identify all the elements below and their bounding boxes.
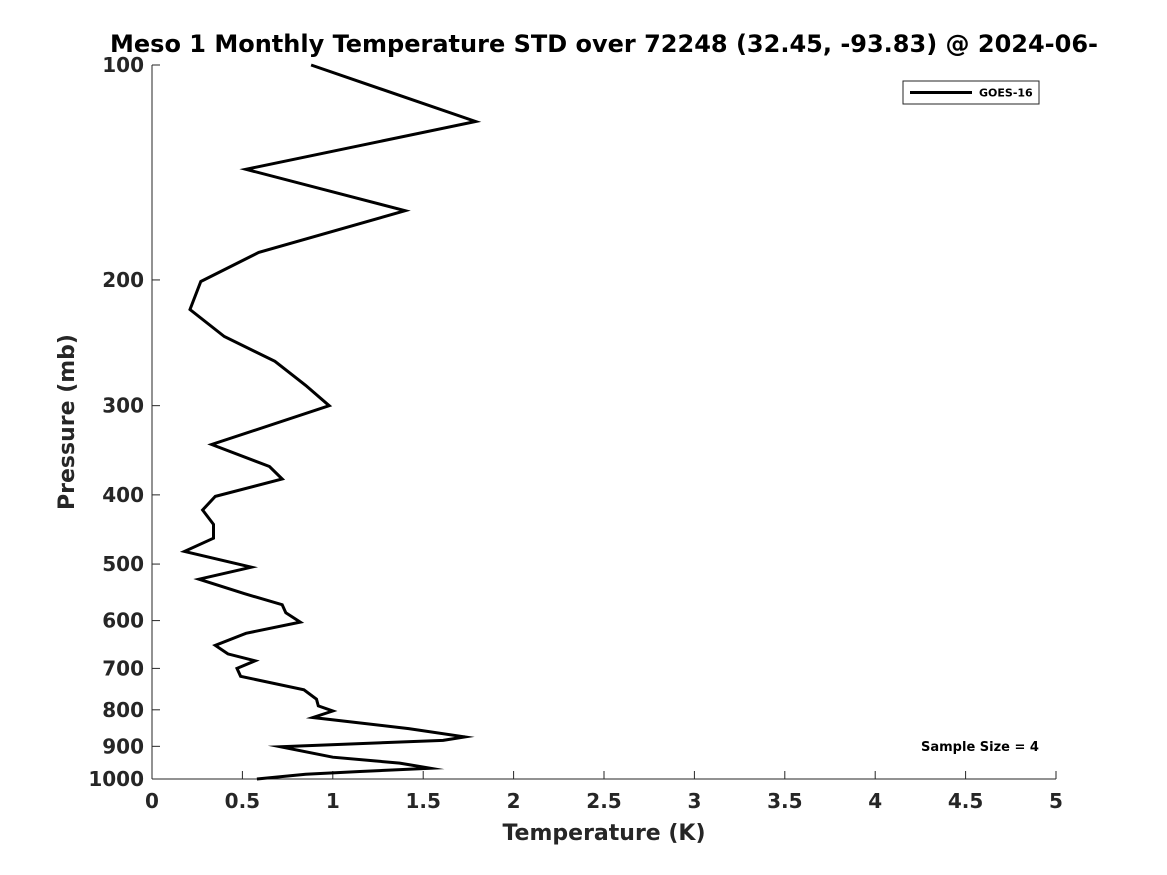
legend: GOES-16 — [902, 80, 1040, 105]
x-axis-ticks: 0 0.5 1 1.5 2 2.5 3 3.5 4 4.5 5 — [145, 771, 1063, 813]
y-tick-label: 700 — [102, 656, 144, 680]
y-tick-label: 400 — [102, 483, 144, 507]
chart-title: Meso 1 Monthly Temperature STD over 7224… — [110, 30, 1098, 58]
y-tick-label: 100 — [102, 53, 144, 77]
y-tick-label: 500 — [102, 552, 144, 576]
x-tick-label: 5 — [1049, 789, 1063, 813]
x-tick-label: 1.5 — [405, 789, 440, 813]
y-tick-label: 600 — [102, 609, 144, 633]
y-tick-label: 1000 — [88, 767, 144, 791]
x-tick-label: 4 — [868, 789, 882, 813]
y-axis-ticks: 100 200 300 400 500 600 700 800 900 1000 — [88, 53, 160, 791]
sample-size-annotation: Sample Size = 4 — [921, 740, 1039, 755]
x-axis-label: Temperature (K) — [502, 821, 705, 846]
x-tick-label: 2.5 — [586, 789, 621, 813]
series-group — [179, 63, 482, 781]
y-tick-label: 300 — [102, 394, 144, 418]
x-tick-label: 1 — [326, 789, 340, 813]
x-tick-label: 2 — [507, 789, 521, 813]
y-tick-label: 200 — [102, 268, 144, 292]
x-tick-label: 0.5 — [225, 789, 260, 813]
series-line-goes-16 — [179, 63, 482, 781]
y-axis-label: Pressure (mb) — [55, 334, 80, 510]
x-tick-label: 0 — [145, 789, 159, 813]
x-tick-label: 3.5 — [767, 789, 802, 813]
legend-label-goes-16: GOES-16 — [979, 87, 1033, 100]
y-tick-label: 800 — [102, 698, 144, 722]
plot-area — [151, 65, 1056, 780]
y-tick-label: 900 — [102, 734, 144, 758]
x-tick-label: 4.5 — [948, 789, 983, 813]
x-tick-label: 3 — [687, 789, 701, 813]
